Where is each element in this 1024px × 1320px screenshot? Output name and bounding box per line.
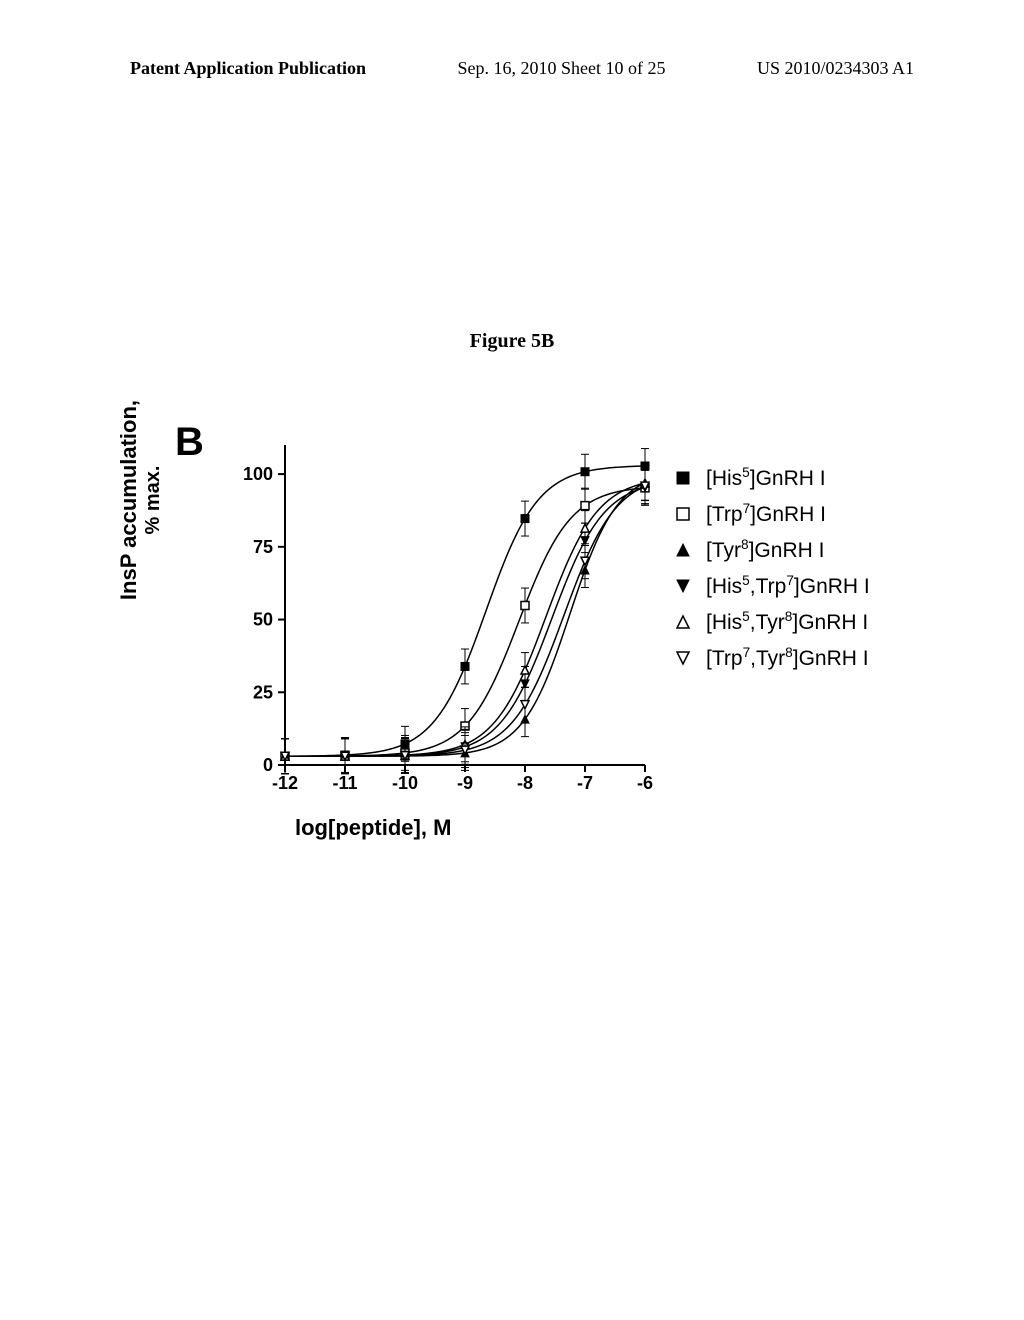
svg-text:-9: -9 [457, 773, 473, 793]
legend-marker-icon [670, 645, 696, 671]
svg-text:-7: -7 [577, 773, 593, 793]
legend-label: [His5,Tyr8]GnRH I [706, 609, 868, 635]
legend-item: [Trp7,Tyr8]GnRH I [670, 640, 870, 676]
legend-marker-icon [670, 501, 696, 527]
svg-text:75: 75 [253, 537, 273, 557]
legend-marker-icon [670, 537, 696, 563]
svg-text:50: 50 [253, 610, 273, 630]
header-mid: Sep. 16, 2010 Sheet 10 of 25 [458, 58, 666, 79]
svg-text:0: 0 [263, 755, 273, 775]
legend-item: [His5]GnRH I [670, 460, 870, 496]
svg-text:-11: -11 [332, 773, 357, 793]
y-axis-label-line1: InsP accumulation, [116, 400, 141, 600]
y-axis-label: InsP accumulation, % max. [116, 370, 165, 630]
header-left: Patent Application Publication [130, 58, 366, 79]
panel-label: B [175, 420, 204, 465]
svg-text:-10: -10 [392, 773, 418, 793]
y-axis-label-line2: % max. [142, 370, 165, 630]
legend-marker-icon [670, 609, 696, 635]
x-axis-label: log[peptide], M [295, 815, 451, 841]
legend-item: [His5,Tyr8]GnRH I [670, 604, 870, 640]
figure-title: Figure 5B [0, 330, 1024, 353]
svg-text:-8: -8 [517, 773, 533, 793]
legend-label: [His5,Trp7]GnRH I [706, 573, 870, 599]
legend-label: [Trp7,Tyr8]GnRH I [706, 645, 869, 671]
legend-label: [Tyr8]GnRH I [706, 537, 824, 563]
legend-label: [Trp7]GnRH I [706, 501, 826, 527]
legend: [His5]GnRH I [Trp7]GnRH I [Tyr8]GnRH I [His… [670, 460, 870, 676]
svg-text:-12: -12 [272, 773, 298, 793]
chart-svg: -12 -11 -10 -9 -8 -7 -6 0 25 50 75 100 [225, 435, 655, 815]
svg-text:100: 100 [243, 464, 273, 484]
page-header: Patent Application Publication Sep. 16, … [0, 58, 1024, 79]
header-right: US 2010/0234303 A1 [757, 58, 914, 79]
legend-marker-icon [670, 465, 696, 491]
svg-text:25: 25 [253, 682, 273, 702]
legend-item: [Tyr8]GnRH I [670, 532, 870, 568]
legend-label: [His5]GnRH I [706, 465, 826, 491]
legend-item: [His5,Trp7]GnRH I [670, 568, 870, 604]
legend-marker-icon [670, 573, 696, 599]
legend-item: [Trp7]GnRH I [670, 496, 870, 532]
svg-text:-6: -6 [637, 773, 653, 793]
chart-container: B InsP accumulation, % max. -12-11-10-9-… [140, 420, 900, 850]
